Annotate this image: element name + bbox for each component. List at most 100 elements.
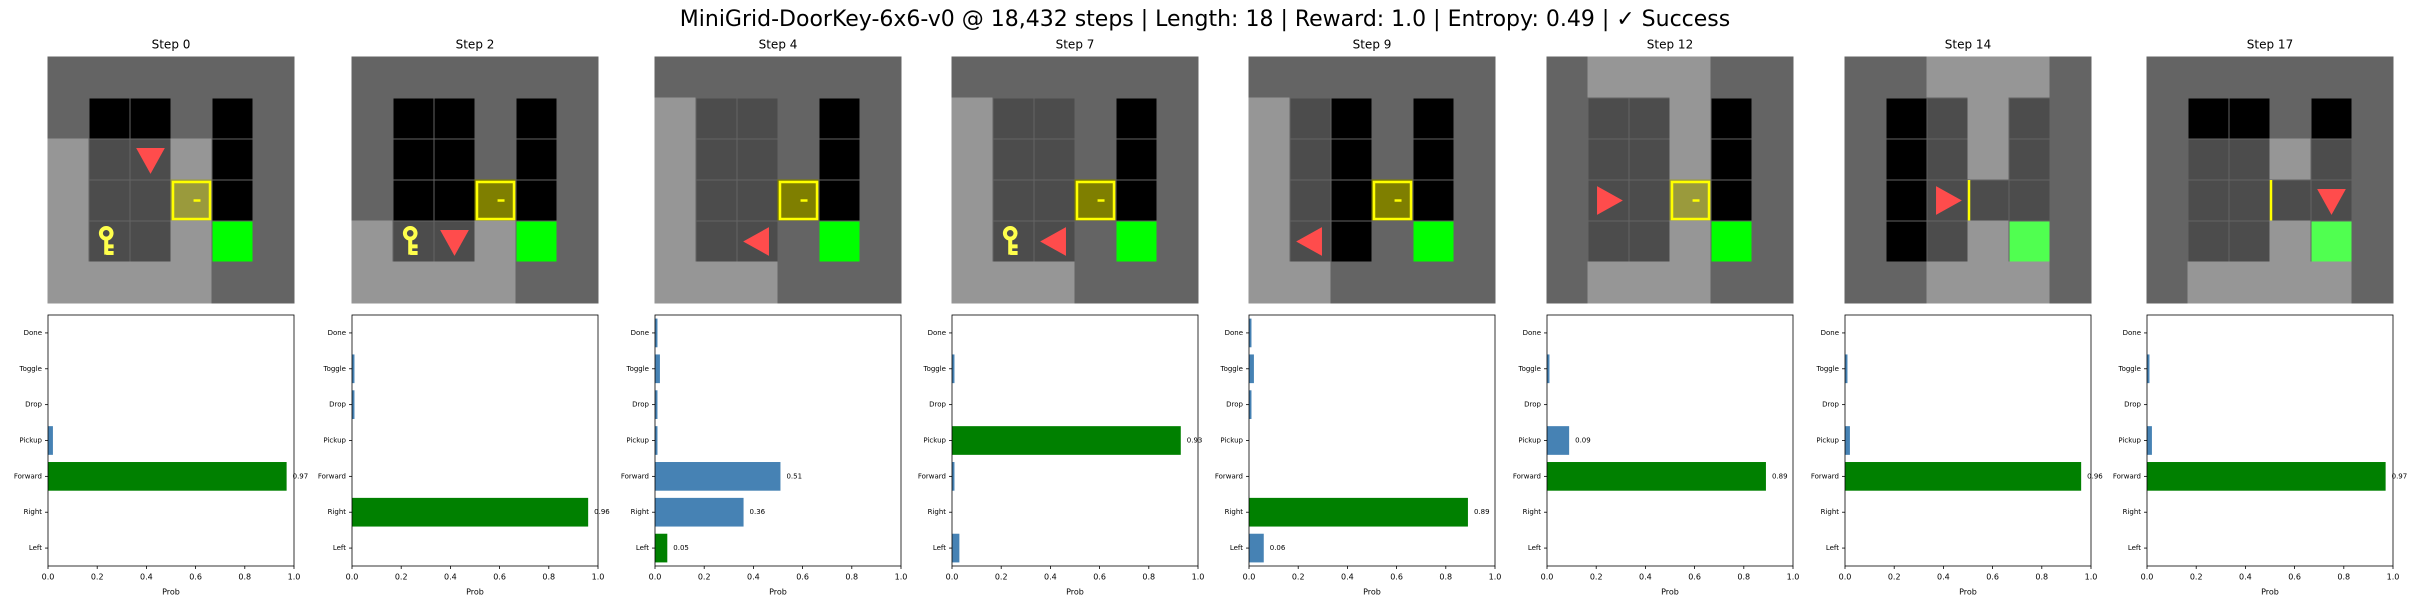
x-tick-label: 0.8 <box>542 573 555 582</box>
axes-frame <box>951 314 1199 567</box>
y-tick-label: Toggle <box>322 365 346 373</box>
grid-cell <box>2008 179 2051 222</box>
grid-cell <box>474 56 517 99</box>
grid-cell <box>1967 56 2010 99</box>
y-tick-label: Forward <box>14 472 42 480</box>
bar <box>952 354 955 384</box>
grid-cell <box>695 261 738 304</box>
y-tick-label: Forward <box>1215 472 1243 480</box>
bar <box>1249 497 1468 527</box>
grid-cell <box>2351 220 2394 263</box>
x-tick-label: 0.0 <box>1839 573 1852 582</box>
grid-cell <box>818 179 861 222</box>
grid-cell <box>474 179 517 222</box>
grid-cell <box>1587 261 1630 304</box>
grid-cell <box>1885 220 1928 263</box>
grid-cell <box>736 179 779 222</box>
y-tick-label: Drop <box>329 401 346 409</box>
grid-cell <box>515 56 558 99</box>
y-tick-label: Drop <box>1822 401 1839 409</box>
grid-cell <box>1156 97 1199 140</box>
y-tick-label: Drop <box>1226 401 1243 409</box>
value-label: 0.36 <box>750 508 766 516</box>
grid-cell <box>654 138 697 181</box>
grid-cell <box>170 261 213 304</box>
grid-cell <box>1710 220 1753 263</box>
bar <box>48 462 287 491</box>
grid-cell <box>818 97 861 140</box>
x-tick-label: 0.8 <box>2337 573 2350 582</box>
grid-cell <box>1751 179 1794 222</box>
x-tick-label: 1.0 <box>895 573 908 582</box>
grid-cell <box>859 138 902 181</box>
x-tick-label: 0.2 <box>1590 573 1603 582</box>
grid-cell <box>2351 179 2394 222</box>
agent <box>743 227 769 256</box>
x-tick-label: 0.4 <box>1937 573 1950 582</box>
grid-cell <box>818 56 861 99</box>
grid-cell <box>556 97 599 140</box>
grid-cell <box>777 261 820 304</box>
x-axis-label: Prob <box>466 588 484 597</box>
grid-cell <box>211 261 254 304</box>
grid-cell <box>1587 56 1630 99</box>
agent <box>1597 186 1623 215</box>
grid-cell <box>2228 220 2271 263</box>
y-tick-label: Pickup <box>1816 437 1839 445</box>
grid-cell <box>47 97 90 140</box>
grid-cell <box>1546 261 1589 304</box>
grid-cell <box>433 56 476 99</box>
grid-cell <box>170 138 213 181</box>
grid-cell <box>2008 261 2051 304</box>
grid-cell <box>1330 220 1373 263</box>
value-label: 0.96 <box>2087 472 2103 480</box>
grid-cell <box>474 261 517 304</box>
grid-cell <box>777 220 820 263</box>
grid-cell <box>1453 179 1496 222</box>
grid-cell <box>2228 56 2271 99</box>
grid-cell <box>2049 138 2092 181</box>
grid-cell <box>474 220 517 263</box>
panel-title: Step 17 <box>2247 38 2293 52</box>
grid-cell <box>211 56 254 99</box>
value-label: 0.96 <box>594 508 610 516</box>
grid-cell <box>2146 97 2189 140</box>
grid-cell <box>1628 56 1671 99</box>
grid-cell <box>556 138 599 181</box>
grid-cell <box>1156 179 1199 222</box>
grid-cell <box>695 138 738 181</box>
panel-title: Step 2 <box>456 38 495 52</box>
grid-cell <box>170 220 213 263</box>
grid-cell <box>1669 261 1712 304</box>
grid-cell <box>2187 220 2230 263</box>
grid-cell <box>433 261 476 304</box>
y-tick-label: Right <box>2123 508 2142 516</box>
axes-frame <box>1248 314 1496 567</box>
grid-cell <box>859 56 902 99</box>
grid-cell <box>736 138 779 181</box>
value-label: 0.89 <box>1772 472 1788 480</box>
grid-cell <box>818 261 861 304</box>
grid-cell <box>1033 138 1076 181</box>
grid-cell <box>1453 261 1496 304</box>
grid-cell <box>859 220 902 263</box>
grid-cell <box>1628 97 1671 140</box>
grid-cell <box>392 179 435 222</box>
grid-cell <box>2049 179 2092 222</box>
y-tick-label: Toggle <box>922 365 946 373</box>
grid-cell <box>736 97 779 140</box>
grid-cell <box>2269 56 2312 99</box>
grid-cell <box>1074 56 1117 99</box>
grid-cell <box>2310 97 2353 140</box>
figure-title: MiniGrid-DoorKey-6x6-v0 @ 18,432 steps |… <box>680 7 1730 32</box>
grid-cell <box>1289 56 1332 99</box>
grid-cell <box>2269 220 2312 263</box>
grid-cell <box>2269 261 2312 304</box>
grid-cell <box>2146 138 2189 181</box>
grid-cell <box>88 97 131 140</box>
grid-cell <box>818 220 861 263</box>
grid-cell <box>515 220 558 263</box>
grid-cell <box>2310 56 2353 99</box>
x-tick-label: 0.6 <box>1390 573 1403 582</box>
grid-cell <box>2228 138 2271 181</box>
